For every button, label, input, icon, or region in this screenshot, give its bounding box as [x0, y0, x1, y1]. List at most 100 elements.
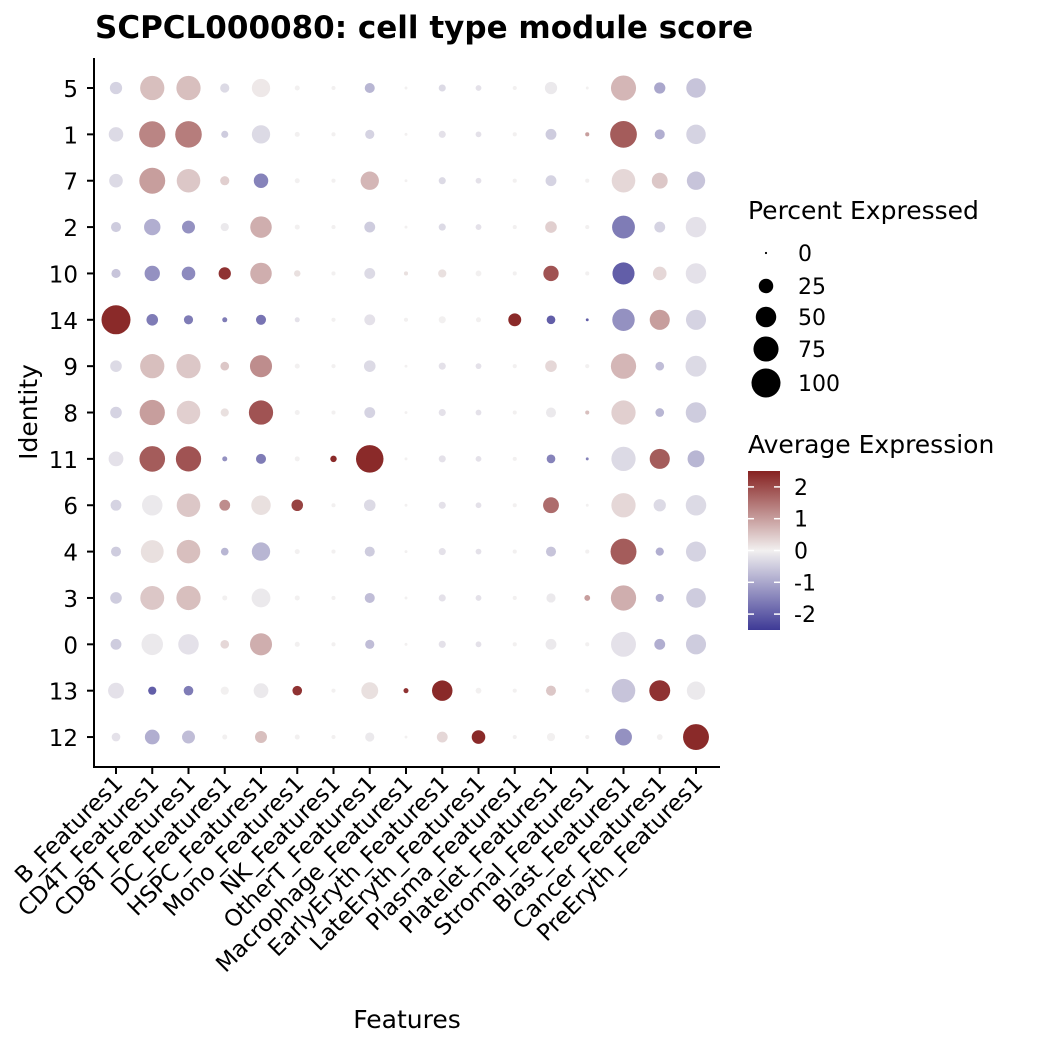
- dot: [331, 688, 336, 693]
- dot: [512, 271, 517, 276]
- dot: [294, 178, 300, 184]
- dot: [251, 588, 271, 608]
- y-tick-label: 5: [63, 77, 78, 103]
- dot: [471, 730, 486, 744]
- dot: [653, 499, 666, 512]
- size-legend-dot: [751, 368, 781, 398]
- dot: [512, 456, 517, 461]
- dot: [438, 501, 446, 509]
- dot: [475, 363, 482, 370]
- dot: [140, 540, 164, 564]
- dot: [686, 171, 706, 190]
- plot-dots: [101, 75, 709, 751]
- dot: [403, 271, 409, 276]
- dot: [364, 221, 376, 233]
- dot: [475, 455, 482, 462]
- dot: [222, 734, 228, 740]
- dot: [404, 642, 408, 646]
- dot: [649, 448, 670, 469]
- y-tick-label: 0: [63, 633, 78, 659]
- dot: [404, 132, 408, 136]
- dot: [686, 588, 706, 608]
- y-tick-label: 9: [63, 355, 78, 381]
- dot: [610, 538, 637, 565]
- dot: [110, 360, 122, 372]
- dot: [438, 640, 446, 648]
- dot: [110, 222, 122, 233]
- dot: [220, 83, 230, 93]
- dot: [585, 132, 590, 137]
- dot: [686, 78, 706, 98]
- dot: [546, 454, 556, 464]
- size-legend-label: 100: [798, 372, 840, 397]
- dot: [475, 409, 482, 416]
- dot: [611, 446, 636, 472]
- dot: [543, 497, 559, 514]
- size-legend-dot: [755, 306, 777, 328]
- dot: [512, 178, 517, 183]
- dot: [222, 456, 228, 462]
- y-tick-label: 14: [49, 309, 78, 335]
- dot: [585, 225, 590, 230]
- dot: [612, 308, 635, 332]
- dot: [176, 168, 201, 193]
- dot: [364, 407, 376, 418]
- dot: [512, 225, 517, 230]
- size-legend-dot: [758, 278, 774, 294]
- chart-title: SCPCL000080: cell type module score: [95, 10, 753, 46]
- dot: [655, 593, 664, 603]
- dot: [182, 220, 195, 234]
- dot: [249, 633, 273, 656]
- dot: [655, 361, 665, 371]
- y-tick-label: 2: [63, 216, 78, 242]
- color-legend-label: 0: [794, 540, 808, 565]
- dot: [512, 85, 517, 91]
- dot: [251, 495, 271, 515]
- dot: [654, 82, 666, 94]
- dot: [111, 268, 121, 279]
- dot: [110, 546, 122, 557]
- dot: [687, 450, 705, 468]
- dot: [686, 124, 706, 145]
- dot: [475, 595, 482, 601]
- dot: [611, 400, 636, 425]
- dot: [611, 678, 636, 703]
- dot: [176, 75, 201, 101]
- dot: [220, 361, 230, 371]
- dot: [475, 177, 482, 184]
- color-legend-label: 2: [794, 476, 808, 501]
- dot: [331, 364, 336, 369]
- dot: [364, 592, 375, 603]
- dot: [543, 265, 559, 282]
- dot: [585, 503, 589, 507]
- dot: [475, 641, 482, 648]
- dot: [404, 179, 408, 183]
- dot: [512, 642, 517, 647]
- y-tick-label: 12: [49, 726, 78, 752]
- color-legend: 2 1 0 -1 -2: [748, 476, 816, 628]
- dot: [475, 502, 482, 509]
- dot: [294, 734, 300, 740]
- dot: [108, 127, 124, 142]
- dot: [294, 549, 300, 555]
- dot: [108, 451, 124, 467]
- dot: [611, 168, 636, 193]
- dot: [364, 268, 376, 279]
- dot: [294, 363, 300, 369]
- dot: [108, 682, 124, 699]
- dot: [403, 688, 409, 694]
- dot: [475, 687, 482, 694]
- size-legend-label: 0: [798, 242, 812, 267]
- dot: [220, 222, 229, 232]
- dot: [438, 130, 446, 138]
- dot: [655, 408, 665, 417]
- dot: [475, 131, 482, 138]
- dot: [251, 542, 271, 561]
- dot: [176, 354, 201, 379]
- dot: [651, 172, 668, 189]
- dot: [438, 455, 446, 463]
- dot: [475, 548, 482, 555]
- dot: [248, 400, 274, 425]
- dot: [101, 305, 131, 335]
- dot: [220, 639, 230, 649]
